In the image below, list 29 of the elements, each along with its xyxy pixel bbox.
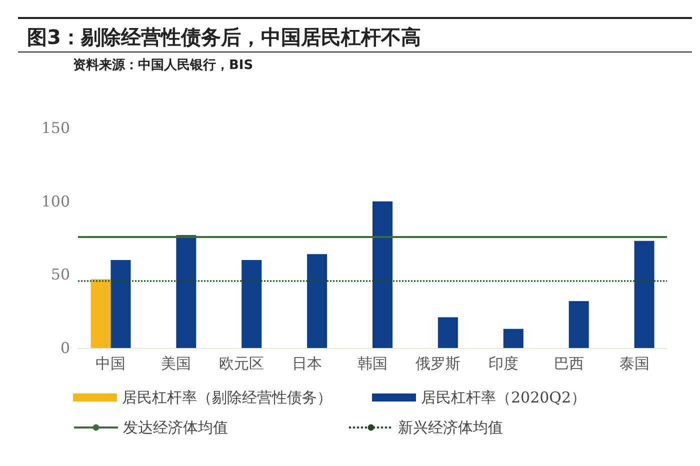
x-tick-label: 美国 — [161, 354, 192, 372]
x-tick-label: 日本 — [292, 354, 322, 372]
chart-title: 图3：剔除经营性债务后，中国居民杠杆不高 — [27, 25, 421, 49]
bar — [176, 235, 196, 348]
bar — [90, 279, 111, 348]
x-tick-label: 韩国 — [358, 354, 388, 372]
legend-label: 居民杠杆率（剔除经营性债务） — [122, 388, 332, 406]
x-tick-label: 巴西 — [554, 354, 584, 372]
bar — [110, 260, 131, 348]
bar — [568, 301, 589, 348]
y-tick-label: 150 — [41, 119, 70, 137]
bar — [307, 254, 328, 348]
y-tick-label: 50 — [50, 266, 70, 284]
chart-subtitle: 资料来源：中国人民银行，BIS — [73, 58, 254, 73]
x-tick-label: 俄罗斯 — [415, 354, 460, 372]
y-tick-label: 100 — [41, 192, 70, 210]
y-tick-label: 0 — [60, 339, 70, 357]
x-tick-label: 中国 — [96, 354, 126, 372]
legend-label: 居民杠杆率（2020Q2） — [421, 388, 586, 406]
bar — [634, 240, 654, 348]
legend-label: 发达经济体均值 — [123, 418, 228, 436]
bar — [372, 201, 392, 348]
x-tick-label: 印度 — [488, 354, 518, 372]
bar — [503, 328, 524, 348]
bar — [242, 260, 262, 348]
legend-label: 新兴经济体均值 — [398, 418, 503, 436]
x-tick-label: 泰国 — [619, 354, 650, 372]
x-tick-label: 欧元区 — [219, 354, 264, 372]
bar — [438, 317, 458, 348]
